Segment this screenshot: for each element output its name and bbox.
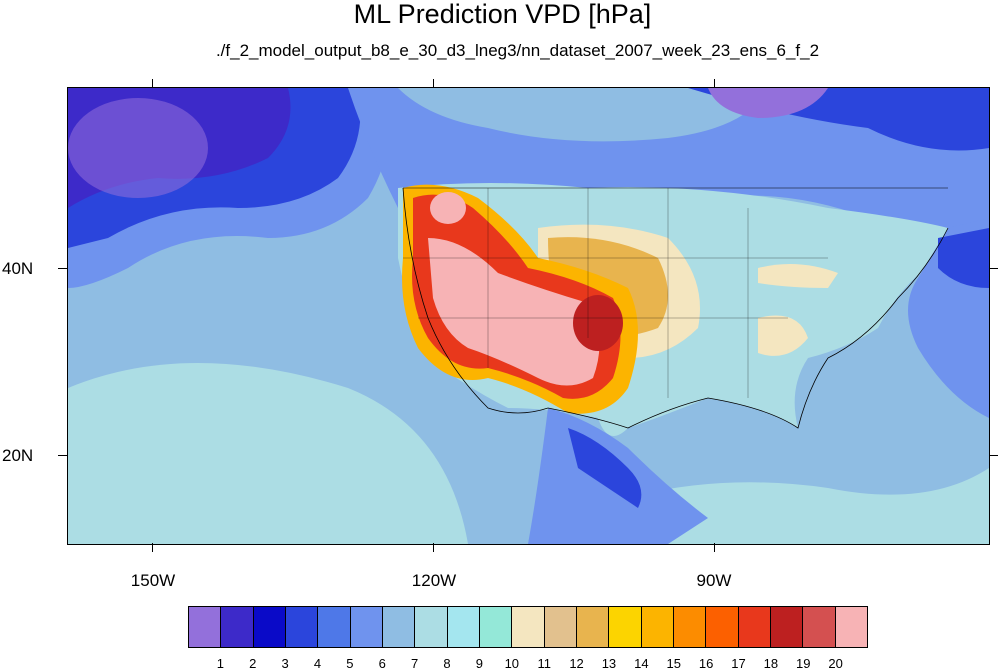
colorbar-swatch-18 — [770, 607, 804, 647]
colorbar-label: 6 — [378, 656, 386, 671]
lat-tick-right-20n — [989, 455, 998, 456]
colorbar-label: 2 — [249, 656, 257, 671]
east-tan-1 — [758, 264, 838, 288]
colorbar-swatch-5 — [350, 607, 383, 647]
lat-label-40n: 40N — [2, 259, 34, 278]
colorbar-swatch-17 — [738, 607, 771, 647]
colorbar-swatch-3 — [285, 607, 319, 647]
colorbar-swatch-13 — [609, 607, 642, 647]
colorbar-label: 17 — [731, 656, 746, 671]
mexico-deep — [568, 428, 642, 508]
lon-tick-top-120w — [433, 79, 434, 88]
lon-tick-90w — [714, 543, 715, 552]
lat-tick-right-40n — [989, 268, 998, 269]
colorbar-swatch-8 — [447, 607, 480, 647]
colorbar-label: 15 — [666, 656, 681, 671]
colorbar-label: 14 — [634, 656, 649, 671]
colorbar-label: 9 — [475, 656, 484, 671]
colorbar-label: 18 — [763, 656, 779, 671]
colorbar-swatch-16 — [706, 607, 739, 647]
lat-tick-20n — [58, 455, 67, 456]
colorbar-label: 13 — [601, 656, 617, 671]
colorbar-swatch-14 — [641, 607, 674, 647]
colorbar-swatch-15 — [673, 607, 707, 647]
lat-label-20n: 20N — [2, 446, 34, 465]
vpd-field-svg — [68, 88, 989, 544]
vpd-map — [67, 87, 990, 545]
west-pink-core — [428, 238, 600, 386]
texas-darkred — [573, 295, 623, 351]
colorbar-label: 10 — [504, 656, 520, 671]
colorbar-label: 4 — [313, 656, 322, 671]
north-pink-spot — [430, 192, 466, 224]
vpd-colorbar — [188, 606, 868, 648]
colorbar-swatch-9 — [479, 607, 513, 647]
pacific-purple — [68, 98, 208, 198]
colorbar-swatch-0 — [189, 607, 222, 647]
east-tan-2 — [758, 315, 808, 356]
hudson-purple — [708, 88, 828, 118]
colorbar-swatch-19 — [803, 607, 836, 647]
lon-tick-120w — [433, 543, 434, 552]
colorbar-swatch-1 — [221, 607, 254, 647]
canada-light — [398, 88, 768, 142]
lon-tick-150w — [152, 543, 153, 552]
ocean-band-south — [68, 363, 468, 544]
colorbar-swatch-12 — [576, 607, 610, 647]
map-title: ML Prediction VPD [hPa] — [353, 0, 652, 29]
colorbar-swatch-6 — [382, 607, 416, 647]
lon-tick-top-90w — [714, 79, 715, 88]
atlantic-blue — [938, 228, 989, 288]
colorbar-swatch-7 — [415, 607, 448, 647]
lon-label-120w: 120W — [411, 571, 457, 590]
colorbar-swatch-4 — [318, 607, 351, 647]
colorbar-swatch-10 — [512, 607, 545, 647]
west-coastline — [402, 187, 549, 414]
lon-label-150w: 150W — [130, 571, 176, 590]
colorbar-label: 12 — [569, 656, 584, 671]
colorbar-label: 7 — [411, 656, 419, 671]
colorbar-label: 11 — [537, 656, 551, 671]
map-subtitle: ./f_2_model_output_b8_e_30_d3_lneg3/nn_d… — [215, 41, 820, 60]
lat-tick-40n — [58, 268, 67, 269]
colorbar-label: 3 — [281, 656, 289, 671]
south-east-coastline — [547, 227, 949, 429]
colorbar-label: 5 — [346, 656, 354, 671]
colorbar-label: 8 — [443, 656, 451, 671]
colorbar-swatch-20 — [835, 607, 867, 647]
colorbar-label: 1 — [216, 656, 224, 671]
colorbar-swatch-11 — [544, 607, 577, 647]
lon-label-90w: 90W — [696, 571, 732, 590]
colorbar-swatch-2 — [253, 607, 286, 647]
state-lines — [403, 188, 828, 398]
colorbar-label: 16 — [698, 656, 714, 671]
colorbar-label: 19 — [796, 656, 811, 671]
lon-tick-top-150w — [152, 79, 153, 88]
colorbar-label: 20 — [828, 656, 843, 671]
